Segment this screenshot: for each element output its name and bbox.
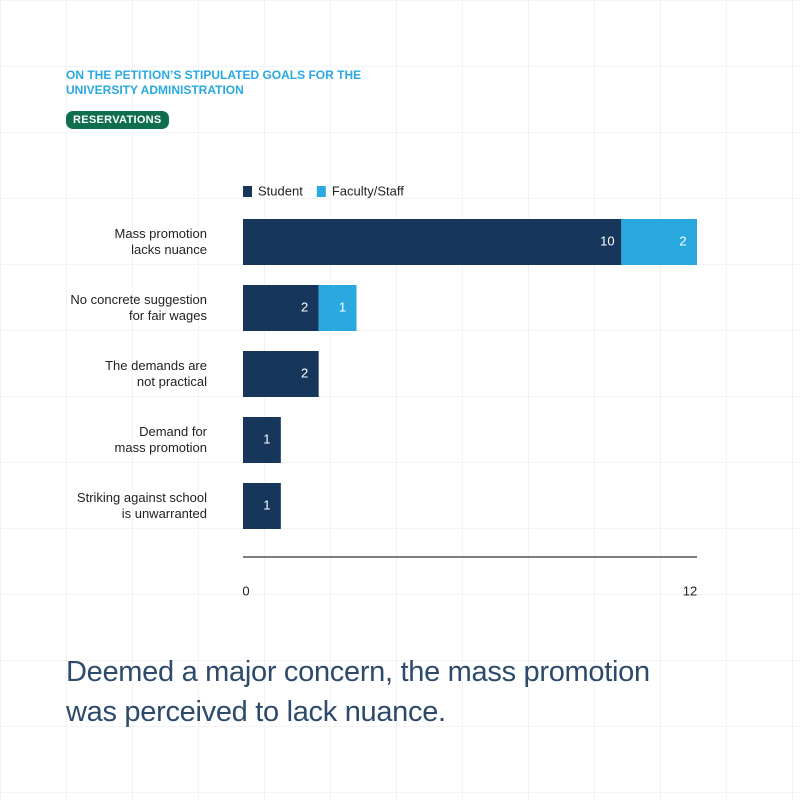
value-label: 1 <box>263 431 270 446</box>
category-label: Mass promotion lacks nuance <box>114 226 207 257</box>
bar-segment <box>621 219 697 265</box>
value-label: 2 <box>301 299 308 314</box>
bar-segment <box>243 417 281 463</box>
category-label: Demand for mass promotion <box>114 424 207 455</box>
value-label: 2 <box>679 233 686 248</box>
value-label: 1 <box>263 497 270 512</box>
legend-label: Faculty/Staff <box>332 183 404 198</box>
caption: Deemed a major concern, the mass promoti… <box>66 656 650 728</box>
category-label: The demands are not practical <box>105 358 207 389</box>
legend-swatch <box>316 186 326 197</box>
legend-label: Student <box>258 183 303 198</box>
legend-swatch <box>243 186 252 197</box>
bar-segment <box>243 285 319 331</box>
title: ON THE PETITION’S STIPULATED GOALS FOR T… <box>66 68 362 97</box>
category-label: Striking against school is unwarranted <box>76 490 207 521</box>
value-label: 10 <box>600 233 614 248</box>
x-tick-label: 0 <box>242 583 249 598</box>
bar-segment <box>243 483 281 529</box>
bar-segment <box>243 351 319 397</box>
value-label: 2 <box>301 365 308 380</box>
bar-segment <box>243 219 622 265</box>
x-tick-label: 12 <box>683 583 697 598</box>
category-label: No concrete suggestion for fair wages <box>70 292 207 323</box>
bar-segment <box>318 285 357 331</box>
value-label: 1 <box>339 299 346 314</box>
badge: RESERVATIONS <box>66 111 169 129</box>
